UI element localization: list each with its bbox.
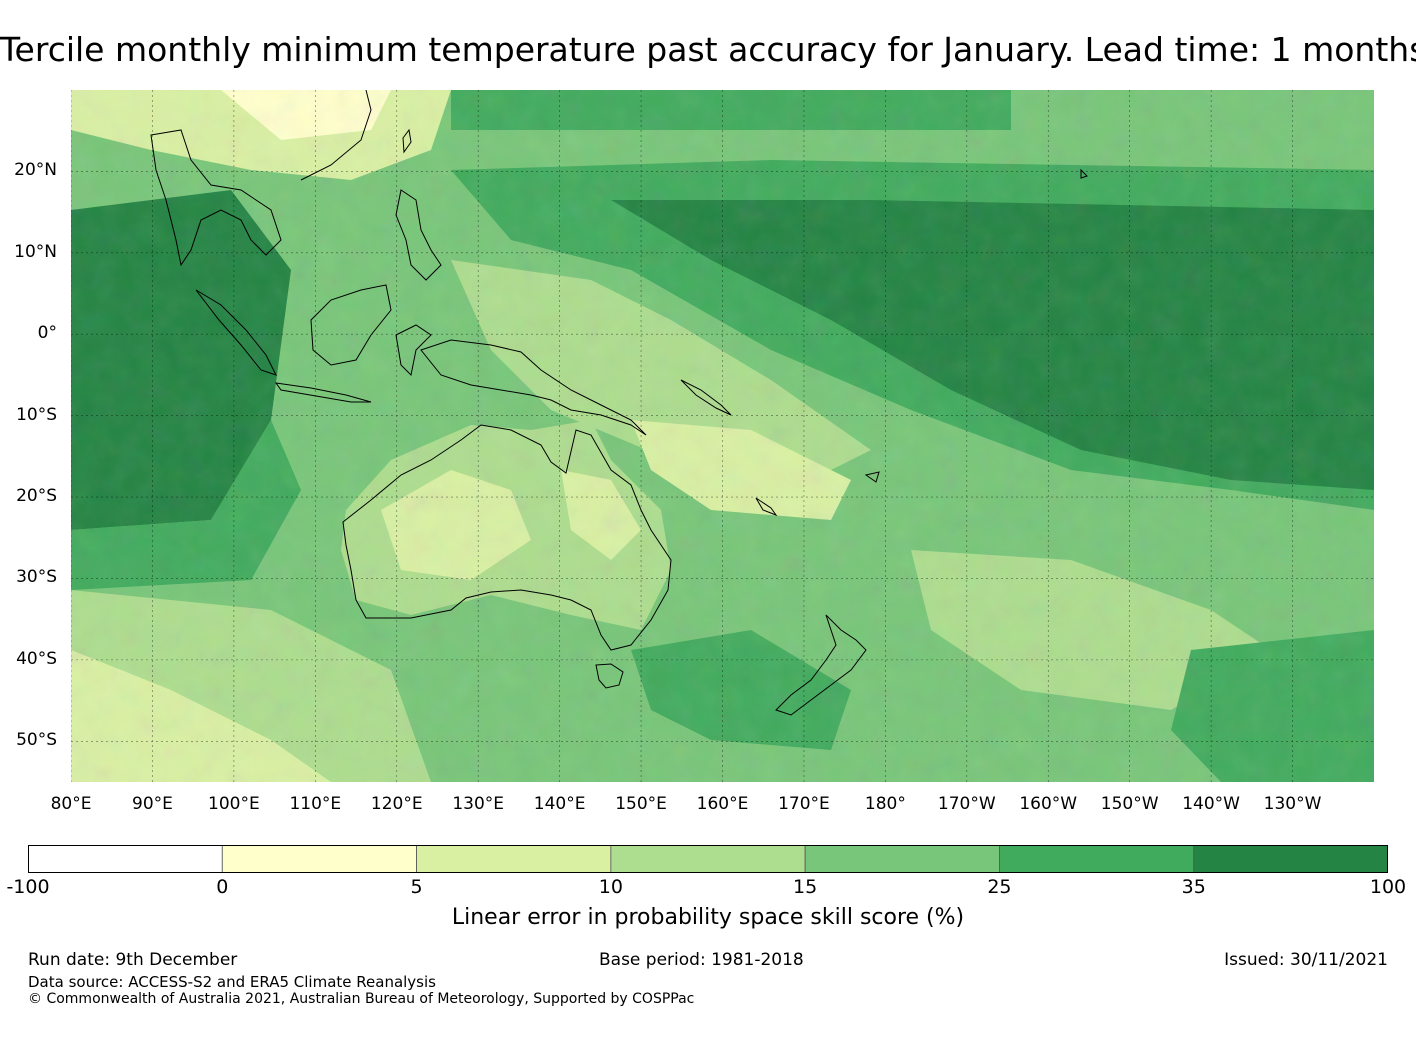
- coastline-fiji: [864, 471, 880, 483]
- colorbar-tick-label: 35: [1181, 876, 1206, 898]
- run-date: Run date: 9th December: [28, 950, 238, 970]
- coastline-sumatra: [195, 289, 277, 376]
- colorbar-tick-label: 25: [987, 876, 1012, 898]
- colorbar-tick-label: -100: [6, 876, 50, 898]
- longitude-label: 160°E: [696, 794, 749, 814]
- coastline-new-guinea: [420, 339, 647, 436]
- colorbar-tick-label: 5: [410, 876, 423, 898]
- longitude-label: 170°W: [937, 794, 996, 814]
- longitude-label: 120°E: [370, 794, 423, 814]
- coastline-solomon: [680, 379, 732, 416]
- skill-score-map: [71, 90, 1374, 782]
- longitude-label: 150°W: [1100, 794, 1159, 814]
- latitude-label: 30°S: [16, 567, 57, 588]
- coastline-taiwan: [402, 128, 412, 154]
- colorbar-tick-label: 10: [598, 876, 623, 898]
- latitude-label: 20°S: [16, 486, 57, 507]
- latitude-label: 0°: [37, 323, 57, 344]
- coastline-australia: [342, 424, 672, 651]
- longitude-label: 80°E: [50, 794, 92, 814]
- copyright: © Commonwealth of Australia 2021, Austra…: [28, 991, 695, 1007]
- colorbar-tick-label: 15: [793, 876, 818, 898]
- longitude-label: 130°E: [452, 794, 505, 814]
- colorbar-segment-1: [221, 845, 417, 873]
- longitude-label: 180°: [864, 794, 906, 814]
- longitude-label: 170°E: [778, 794, 830, 814]
- colorbar-segment-0: [28, 845, 223, 873]
- longitude-label: 140°E: [533, 794, 586, 814]
- latitude-label: 20°N: [14, 160, 57, 181]
- coastline-china: [300, 90, 372, 181]
- colorbar: [28, 845, 1388, 873]
- longitude-label: 100°E: [208, 794, 260, 814]
- coastline-hawaii: [1080, 168, 1088, 179]
- graticule: [71, 90, 1374, 782]
- coastline-borneo: [310, 284, 392, 366]
- coastline-new-zealand: [775, 614, 867, 716]
- issued-date: Issued: 30/11/2021: [1224, 950, 1388, 970]
- colorbar-segment-5: [999, 845, 1195, 873]
- latitude-label: 50°S: [16, 730, 57, 751]
- latitude-label: 40°S: [16, 648, 57, 669]
- coastline-new-caledonia: [755, 497, 778, 517]
- coastline-java: [274, 382, 372, 403]
- longitude-label: 110°E: [289, 794, 342, 814]
- longitude-label: 150°E: [615, 794, 667, 814]
- longitude-label: 140°W: [1182, 794, 1240, 814]
- colorbar-tick-label: 100: [1369, 876, 1407, 898]
- longitude-label: 160°W: [1019, 794, 1078, 814]
- colorbar-border: [28, 845, 1388, 873]
- coastline-indochina: [150, 129, 282, 267]
- colorbar-segment-6: [1193, 845, 1388, 873]
- longitude-label: 90°E: [132, 794, 173, 814]
- longitude-label: 130°W: [1263, 794, 1322, 814]
- latitude-label: 10°N: [14, 241, 57, 262]
- colorbar-label: Linear error in probability space skill …: [451, 905, 965, 930]
- colorbar-tick-label: 0: [216, 876, 229, 898]
- data-source: Data source: ACCESS-S2 and ERA5 Climate …: [28, 973, 436, 991]
- colorbar-segment-4: [804, 845, 1000, 873]
- coastline-sulawesi: [395, 324, 432, 377]
- colorbar-segment-2: [416, 845, 612, 873]
- coastline-philippines: [395, 189, 442, 281]
- map-title: Tercile monthly minimum temperature past…: [0, 30, 1416, 69]
- base-period: Base period: 1981-2018: [599, 950, 804, 970]
- colorbar-segment-3: [610, 845, 806, 873]
- latitude-label: 10°S: [16, 404, 57, 425]
- coastline-tasmania: [595, 663, 624, 689]
